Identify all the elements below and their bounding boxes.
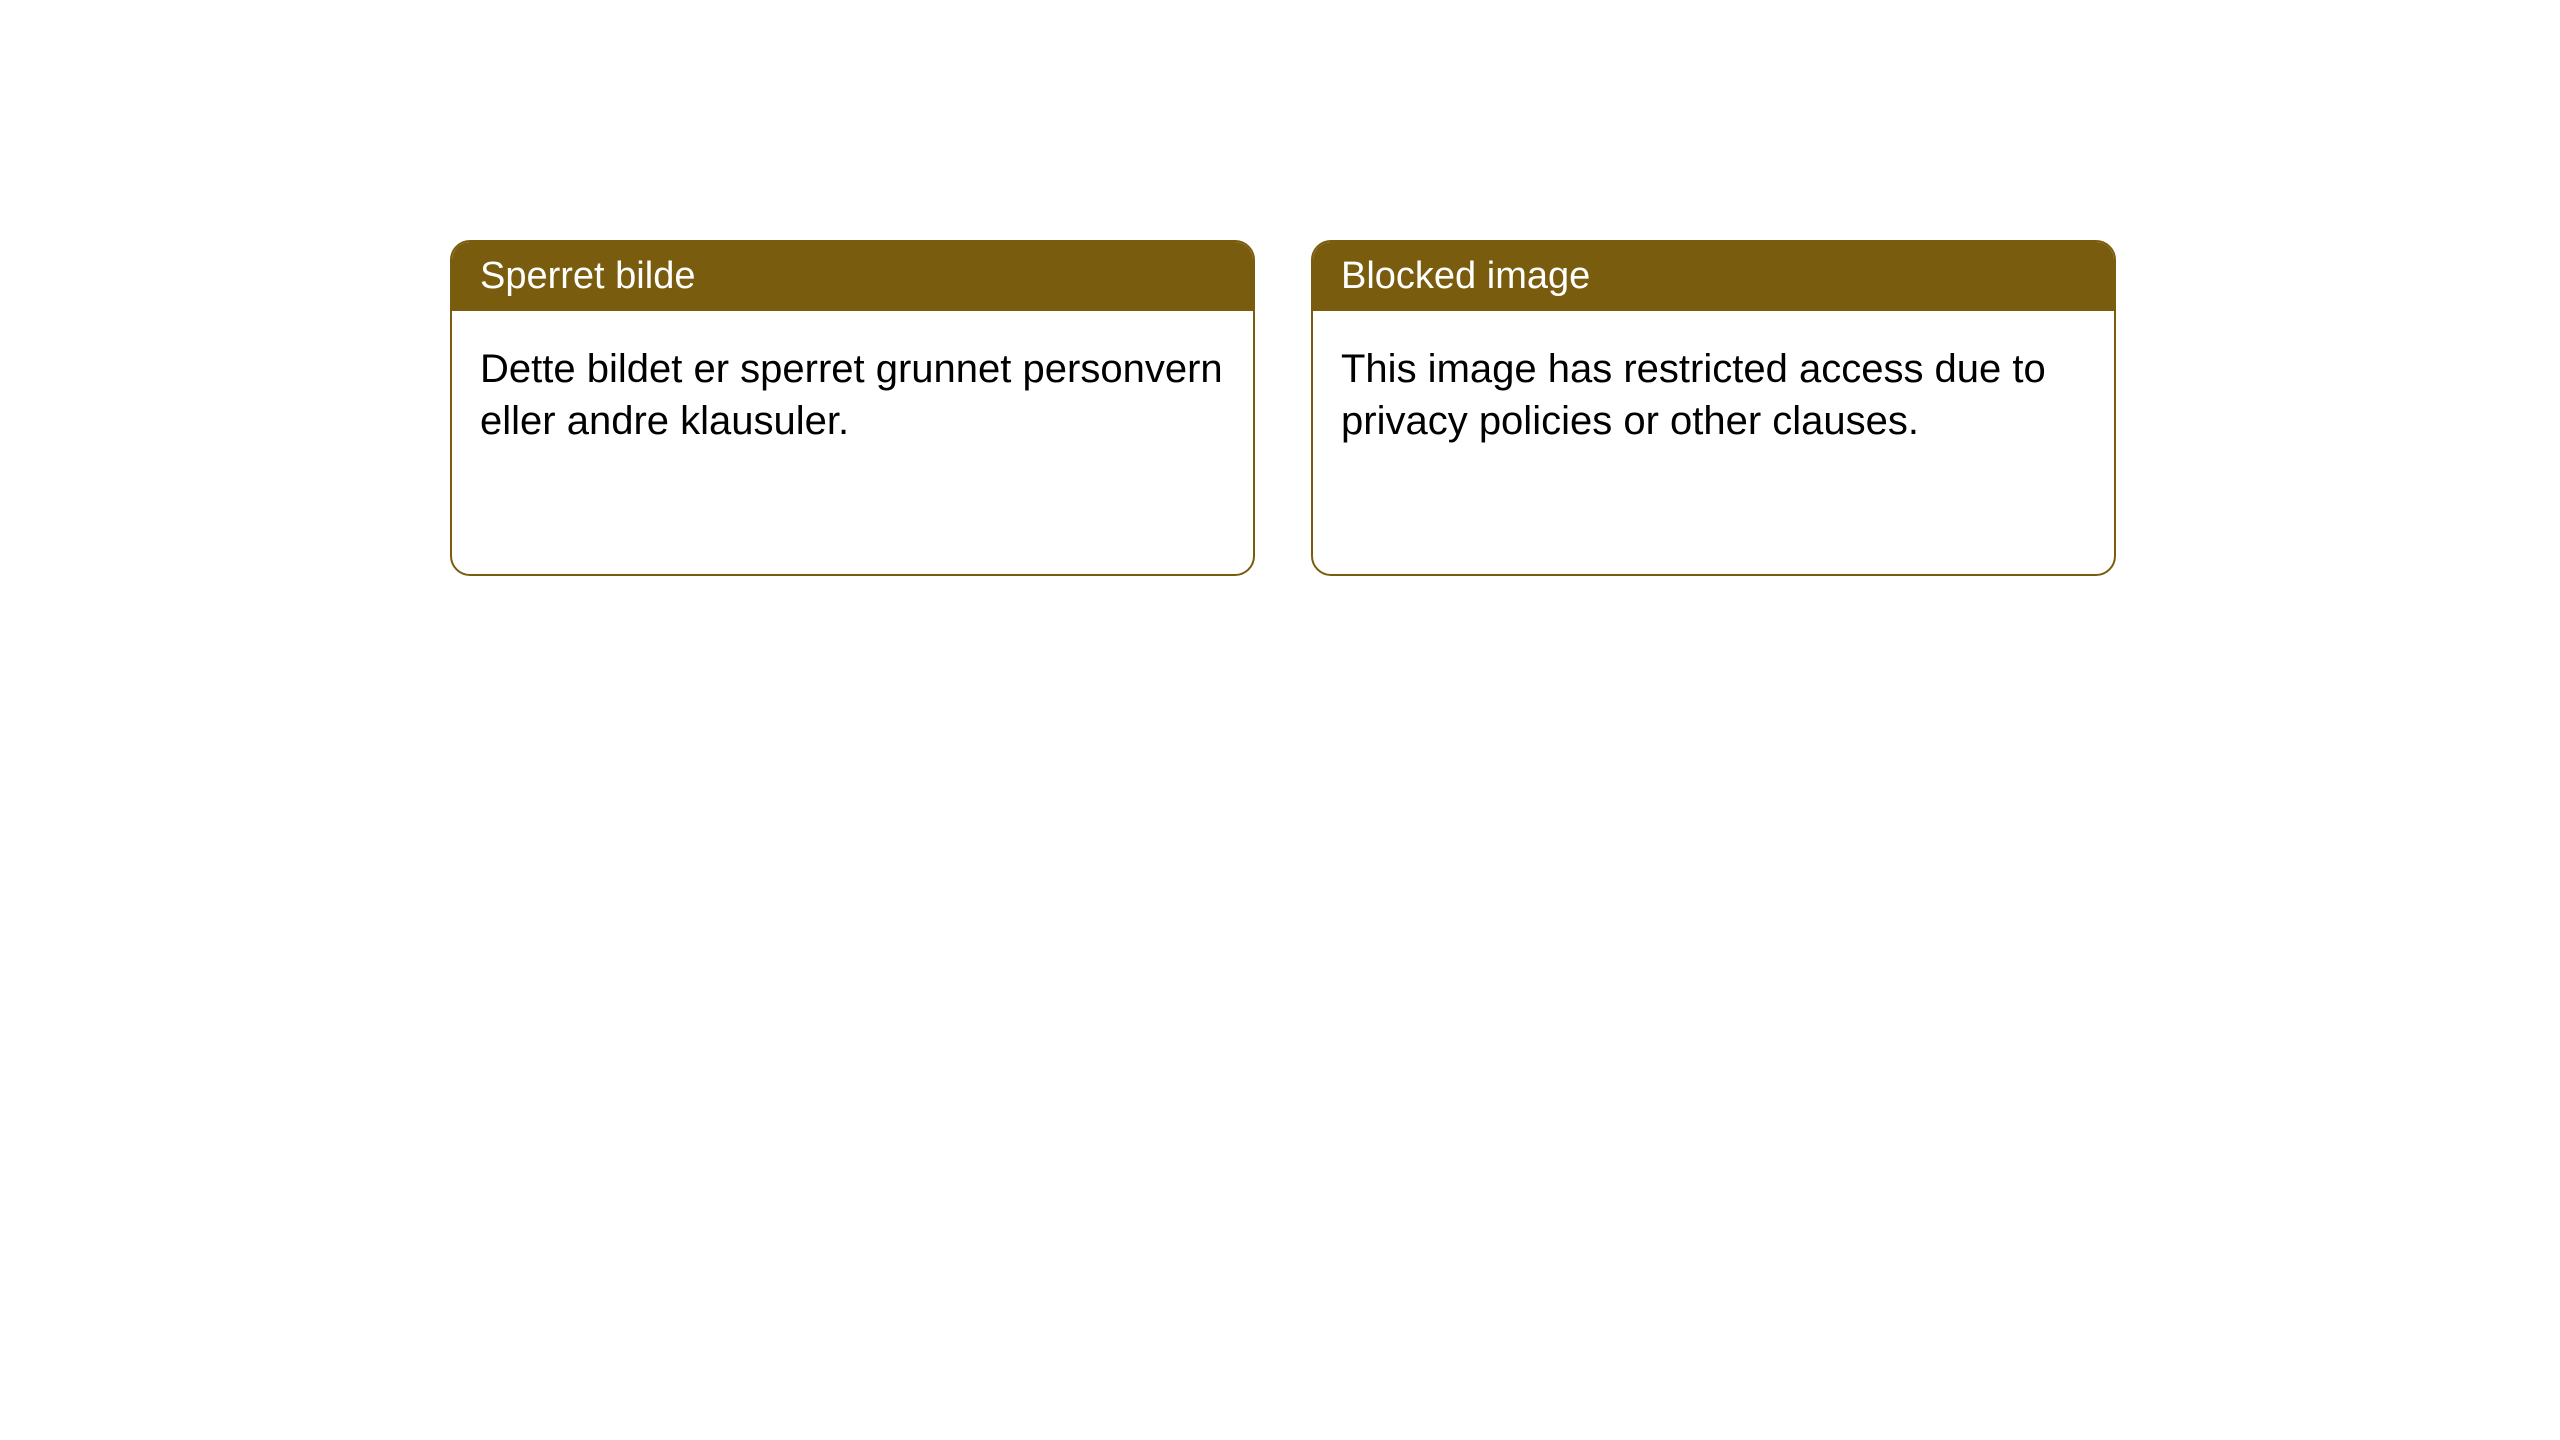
notice-body: Dette bildet er sperret grunnet personve…: [452, 311, 1253, 479]
notice-body: This image has restricted access due to …: [1313, 311, 2114, 479]
notice-header: Blocked image: [1313, 242, 2114, 311]
notice-header: Sperret bilde: [452, 242, 1253, 311]
notice-card-english: Blocked image This image has restricted …: [1311, 240, 2116, 576]
notice-container: Sperret bilde Dette bildet er sperret gr…: [0, 0, 2560, 576]
notice-card-norwegian: Sperret bilde Dette bildet er sperret gr…: [450, 240, 1255, 576]
